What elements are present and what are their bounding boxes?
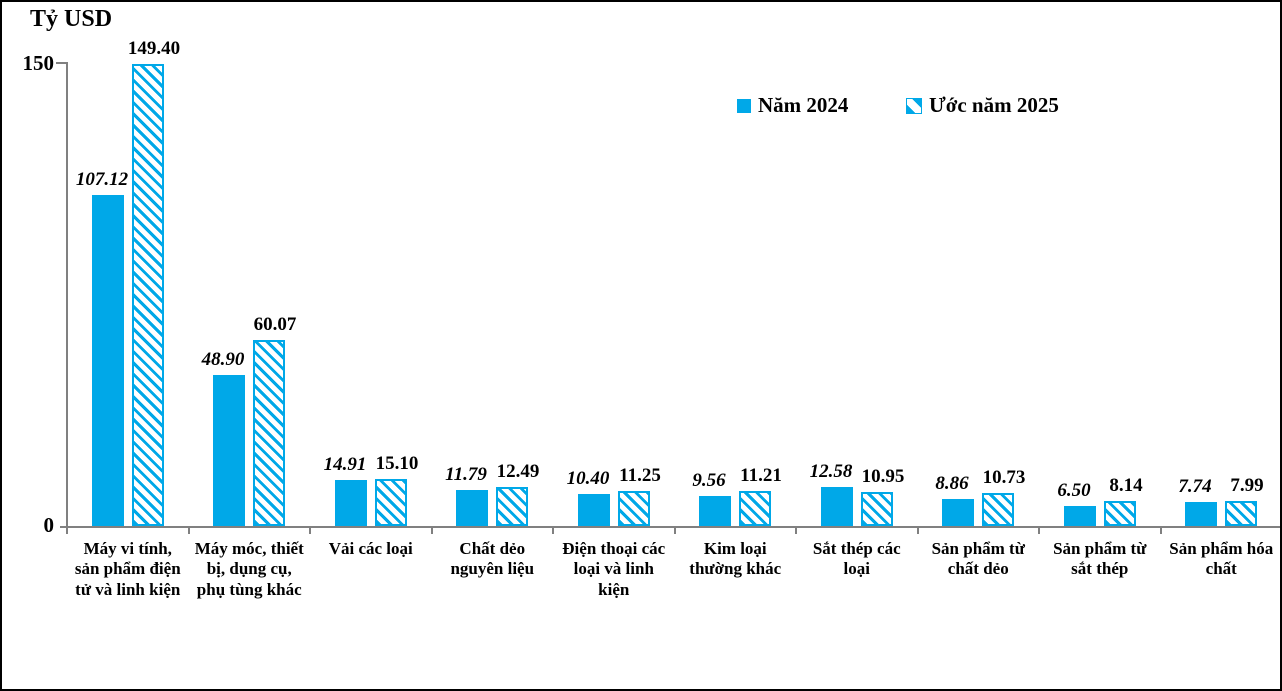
chart-unit-label: Tỷ USD bbox=[30, 6, 113, 32]
bar-uoc-nam-2025 bbox=[253, 340, 285, 526]
bar-uoc-nam-2025 bbox=[1225, 501, 1257, 526]
category-label: Sản phẩm từ sắt thép bbox=[1053, 539, 1147, 579]
value-label-nam-2024: 48.90 bbox=[201, 349, 245, 370]
y-axis bbox=[66, 62, 68, 526]
bar-nam-2024 bbox=[1064, 506, 1096, 526]
value-label-nam-2024: 8.86 bbox=[935, 473, 969, 494]
x-axis-tick bbox=[66, 527, 68, 534]
x-axis bbox=[60, 526, 1280, 528]
bar-nam-2024 bbox=[335, 480, 367, 526]
x-axis-tick bbox=[795, 527, 797, 534]
category-label: Máy móc, thiết bị, dụng cụ, phụ tùng khá… bbox=[194, 539, 304, 599]
x-axis-tick bbox=[1038, 527, 1040, 534]
legend-label-nam-2024: Năm 2024 bbox=[758, 93, 849, 117]
legend-label-uoc-nam-2025: Ước năm 2025 bbox=[929, 93, 1059, 117]
bar-uoc-nam-2025 bbox=[739, 491, 771, 526]
value-label-uoc-nam-2025: 8.14 bbox=[1109, 475, 1143, 496]
category-label: Chất dẻo nguyên liệu bbox=[450, 539, 535, 579]
bar-nam-2024 bbox=[578, 494, 610, 526]
bar-nam-2024 bbox=[699, 496, 731, 526]
bar-nam-2024 bbox=[942, 499, 974, 526]
value-label-uoc-nam-2025: 10.95 bbox=[861, 466, 905, 487]
value-label-nam-2024: 107.12 bbox=[75, 169, 129, 190]
bar-nam-2024 bbox=[92, 195, 124, 526]
x-axis-tick bbox=[309, 527, 311, 534]
value-label-uoc-nam-2025: 7.99 bbox=[1230, 475, 1264, 496]
bar-uoc-nam-2025 bbox=[1104, 501, 1136, 526]
hatched-square-icon bbox=[906, 97, 922, 114]
solid-square-icon bbox=[737, 98, 751, 113]
category-label: Sản phẩm từ chất dẻo bbox=[931, 539, 1025, 579]
legend-item-uoc-nam-2025: Ước năm 2025 bbox=[906, 93, 1059, 118]
bar-uoc-nam-2025 bbox=[861, 492, 893, 526]
x-axis-tick bbox=[917, 527, 919, 534]
value-label-uoc-nam-2025: 12.49 bbox=[496, 461, 540, 482]
category-label: Kim loại thường khác bbox=[689, 539, 782, 579]
value-label-uoc-nam-2025: 60.07 bbox=[253, 314, 297, 335]
value-label-uoc-nam-2025: 11.25 bbox=[619, 465, 661, 486]
x-axis-tick bbox=[431, 527, 433, 534]
value-label-nam-2024: 6.50 bbox=[1057, 480, 1091, 501]
y-tick-label-0: 0 bbox=[43, 513, 55, 537]
value-label-nam-2024: 9.56 bbox=[692, 470, 726, 491]
x-axis-tick bbox=[188, 527, 190, 534]
bar-nam-2024 bbox=[1185, 502, 1217, 526]
y-tick-label-150: 150 bbox=[22, 51, 55, 75]
category-label: Sản phẩm hóa chất bbox=[1169, 539, 1274, 579]
x-axis-tick bbox=[674, 527, 676, 534]
value-label-nam-2024: 11.79 bbox=[445, 464, 487, 485]
bar-nam-2024 bbox=[456, 490, 488, 526]
y-axis-tick-150 bbox=[56, 62, 67, 64]
bar-uoc-nam-2025 bbox=[618, 491, 650, 526]
category-label: Sắt thép các loại bbox=[812, 539, 901, 579]
value-label-uoc-nam-2025: 149.40 bbox=[127, 38, 181, 59]
category-label: Điện thoại các loại và linh kiện bbox=[562, 539, 666, 599]
category-label: Vải các loại bbox=[328, 539, 413, 558]
bar-nam-2024 bbox=[213, 375, 245, 526]
bar-uoc-nam-2025 bbox=[132, 64, 164, 526]
bar-uoc-nam-2025 bbox=[982, 493, 1014, 526]
category-label: Máy vi tính, sản phẩm điện tử và linh ki… bbox=[74, 539, 181, 599]
x-axis-tick bbox=[1160, 527, 1162, 534]
value-label-nam-2024: 14.91 bbox=[323, 454, 367, 475]
bar-nam-2024 bbox=[821, 487, 853, 526]
value-label-uoc-nam-2025: 15.10 bbox=[375, 453, 419, 474]
value-label-uoc-nam-2025: 10.73 bbox=[982, 467, 1026, 488]
value-label-nam-2024: 12.58 bbox=[809, 461, 853, 482]
x-axis-tick bbox=[552, 527, 554, 534]
bar-uoc-nam-2025 bbox=[496, 487, 528, 526]
value-label-uoc-nam-2025: 11.21 bbox=[740, 465, 782, 486]
value-label-nam-2024: 10.40 bbox=[566, 468, 610, 489]
bar-uoc-nam-2025 bbox=[375, 479, 407, 526]
value-label-nam-2024: 7.74 bbox=[1178, 476, 1212, 497]
legend-item-nam-2024: Năm 2024 bbox=[737, 93, 848, 118]
